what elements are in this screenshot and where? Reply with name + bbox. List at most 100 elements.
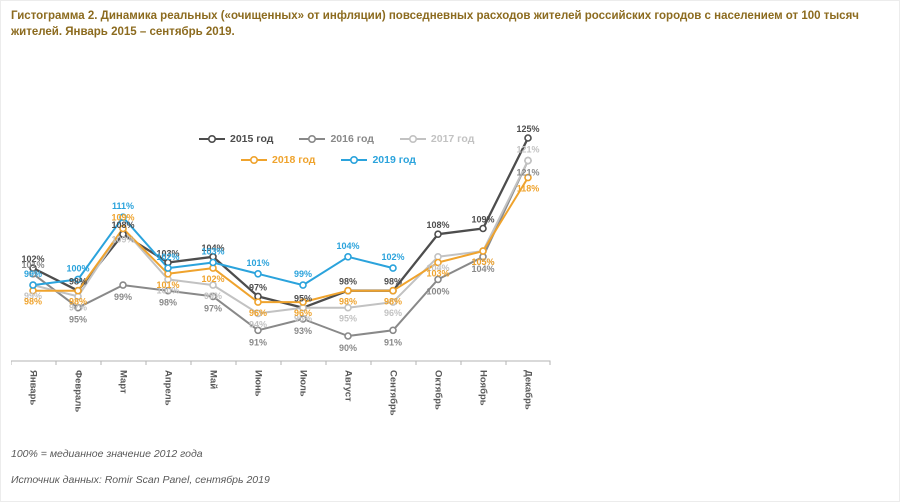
x-axis-label: Октябрь (433, 370, 444, 410)
data-point-marker (119, 281, 127, 289)
data-point-label: 96% (294, 308, 312, 318)
series-line-2017 год (32, 160, 529, 315)
footnote-median: 100% = медианное значение 2012 года (11, 448, 203, 460)
legend-label-2017: 2017 год (430, 133, 475, 145)
data-point-marker (254, 270, 262, 278)
data-point-marker (74, 275, 82, 284)
data-point-label: 97% (69, 302, 87, 312)
data-point-label: 100% (66, 263, 89, 273)
data-point-label: 93% (294, 326, 312, 336)
data-point-label: 95% (69, 315, 87, 325)
legend-item-2019: 2019 год (341, 154, 416, 166)
data-point-marker (344, 303, 352, 312)
data-point-label: 104% (336, 241, 359, 251)
chart-legend: 2015 год 2016 год 2017 год (199, 133, 474, 166)
legend-row-2: 2018 год 2019 год (241, 154, 474, 166)
data-point-label: 91% (249, 337, 267, 347)
legend-item-2018: 2018 год (241, 154, 315, 166)
data-point-marker (74, 303, 82, 312)
data-point-label: 108% (111, 220, 134, 230)
x-axis-label: Сентябрь (388, 370, 399, 416)
data-point-label: 100% (156, 285, 179, 295)
data-point-marker (434, 230, 442, 238)
data-point-label: 118% (517, 184, 540, 194)
data-point-label: 94% (249, 319, 267, 329)
legend-item-2016: 2016 год (299, 133, 374, 145)
data-point-label: 97% (249, 282, 267, 292)
data-point-label: 101% (21, 260, 44, 270)
data-point-label: 99% (204, 291, 222, 301)
data-point-marker (389, 264, 397, 272)
data-point-label: 102% (201, 274, 224, 284)
data-point-label: 98% (339, 297, 357, 307)
data-point-label: 102% (381, 252, 404, 262)
data-point-label: 97% (204, 303, 222, 313)
data-point-label: 109% (471, 215, 494, 225)
data-point-label: 103% (201, 247, 224, 257)
data-point-marker (524, 173, 532, 182)
data-point-marker (209, 281, 217, 289)
data-point-label: 99% (24, 291, 42, 301)
data-point-label: 98% (69, 277, 87, 287)
legend-label-2019: 2019 год (372, 154, 416, 166)
data-point-marker (524, 156, 532, 165)
x-axis-label: Ноябрь (478, 370, 489, 406)
data-point-marker (299, 281, 307, 289)
data-point-marker (254, 326, 262, 335)
data-point-label: 95% (339, 314, 357, 324)
data-point-label: 98% (159, 298, 177, 308)
data-point-label: 109% (111, 213, 134, 223)
legend-line-marker-icon (199, 134, 225, 144)
data-point-label: 101% (246, 258, 269, 268)
data-point-marker (209, 292, 217, 301)
data-point-marker (164, 264, 172, 272)
x-axis-label: Январь (28, 370, 39, 405)
data-point-marker (254, 298, 262, 306)
data-point-label: 90% (339, 343, 357, 353)
data-point-label: 105% (471, 257, 494, 267)
x-axis-label: Февраль (73, 370, 84, 412)
data-point-label: 98% (339, 277, 357, 287)
x-axis-label: Июль (298, 370, 309, 397)
data-point-marker (434, 258, 442, 267)
data-point-marker (29, 281, 37, 289)
data-point-marker (389, 286, 397, 295)
data-point-label: 99% (294, 269, 312, 279)
legend-line-marker-icon (241, 155, 267, 165)
data-point-marker (389, 326, 397, 335)
x-axis-label: Июнь (253, 370, 264, 397)
data-point-label: 98% (384, 277, 402, 287)
data-point-label: 111% (112, 201, 134, 211)
data-point-label: 103% (426, 269, 449, 279)
data-point-marker (389, 298, 397, 306)
data-point-label: 95% (294, 314, 312, 324)
data-point-label: 99% (114, 292, 132, 302)
x-axis-label: Апрель (163, 370, 174, 406)
data-point-label: 103% (156, 249, 179, 259)
series-line-2016 год (32, 160, 529, 337)
data-point-marker (479, 247, 487, 255)
chart-title: Гистограмма 2. Динамика реальных («очище… (11, 10, 859, 39)
data-point-label: 105% (471, 257, 494, 267)
legend-item-2015: 2015 год (199, 133, 273, 145)
data-point-label: 121% (516, 145, 539, 155)
data-point-marker (29, 270, 37, 278)
data-point-marker (344, 286, 352, 295)
x-axis-label: Декабрь (523, 370, 534, 410)
chart-area: Январь Февраль Март Апрель Май Июнь Июль Август… (10, 53, 551, 425)
data-point-label: 104% (471, 264, 494, 274)
data-point-marker (344, 253, 352, 261)
legend-label-2018: 2018 год (272, 154, 316, 166)
data-point-label: 99% (24, 269, 42, 279)
data-point-label: 108% (426, 220, 449, 230)
data-point-marker (479, 224, 487, 233)
data-point-marker (254, 309, 262, 318)
legend-line-marker-icon (399, 134, 426, 144)
legend-line-marker-icon (341, 155, 368, 165)
data-point-label: 102% (21, 254, 44, 264)
legend-line-marker-icon (299, 134, 326, 144)
legend-label-2015: 2015 год (230, 133, 274, 145)
data-point-label: 91% (384, 337, 402, 347)
data-point-marker (344, 332, 352, 340)
data-point-label: 96% (384, 308, 402, 318)
